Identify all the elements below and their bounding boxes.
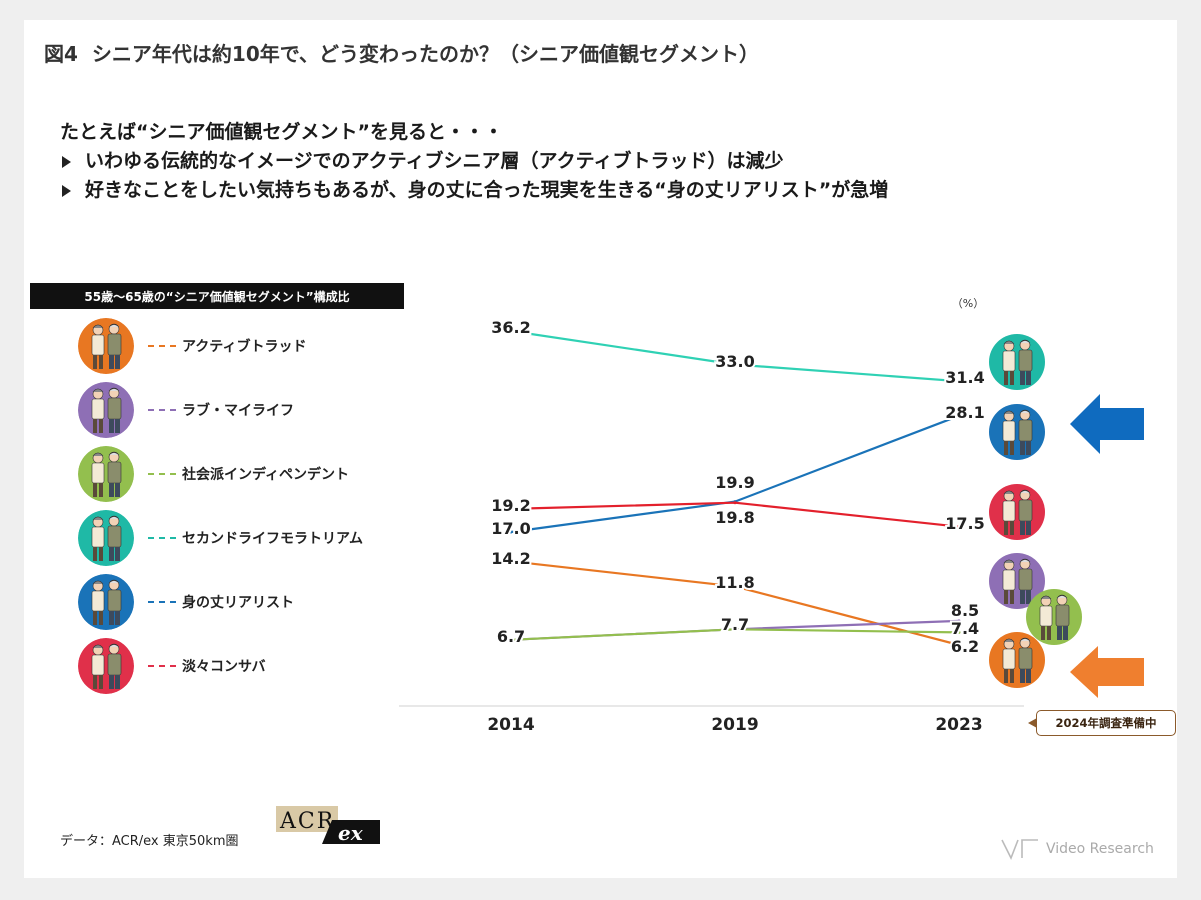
data-point: [509, 530, 513, 534]
data-point: [509, 559, 513, 563]
data-point: [733, 501, 737, 505]
senior-couple-icon: [78, 318, 134, 374]
senior-couple-icon: [78, 446, 134, 502]
data-label: 14.2: [491, 549, 530, 568]
legend-swatch: [148, 473, 176, 475]
lead-bullet-text: 好きなことをしたい気持ちもあるが、身の丈に合った現実を生きる“身の丈リアリスト”…: [85, 179, 889, 201]
legend-item: セカンドライフモラトリアム: [78, 508, 398, 568]
lead-bullet-1: いわゆる伝統的なイメージでのアクティブシニア層（アクティブトラッド）は減少: [60, 147, 888, 176]
data-label: 33.0: [715, 352, 754, 371]
data-label: 17.0: [491, 519, 530, 538]
bullet-triangle-icon: [62, 155, 71, 168]
senior-couple-icon: [989, 632, 1045, 688]
data-label: 31.4: [945, 368, 984, 387]
legend-swatch: [148, 409, 176, 411]
brand-name: Video Research: [1046, 841, 1154, 857]
data-label: 28.1: [945, 403, 984, 422]
x-tick-label: 2023: [935, 715, 982, 735]
legend-label: セカンドライフモラトリアム: [182, 531, 364, 547]
data-label: 8.5: [951, 601, 979, 620]
data-label: 6.2: [951, 637, 979, 656]
data-point: [509, 507, 513, 511]
data-point: [957, 619, 961, 623]
lead-bullet-text: いわゆる伝統的なイメージでのアクティブシニア層（アクティブトラッド）は減少: [85, 150, 784, 172]
data-point: [509, 638, 513, 642]
survey-callout: 2024年調査準備中: [1028, 710, 1176, 736]
data-label: 19.2: [491, 496, 530, 515]
data-label: 6.7: [497, 627, 525, 646]
title-text: シニア年代は約10年で、どう変わったのか？（シニア価値観セグメント）: [91, 42, 759, 66]
senior-couple-icon: [1026, 589, 1082, 645]
legend-item: ラブ・マイライフ: [78, 380, 398, 440]
data-point: [957, 414, 961, 418]
data-point: [733, 627, 737, 631]
legend-label: アクティブトラッド: [182, 339, 307, 355]
lead-text: たとえば“シニア価値観セグメント”を見ると・・・ いわゆる伝統的なイメージでのア…: [60, 118, 888, 205]
senior-couple-icon: [989, 404, 1045, 460]
legend-label: 淡々コンサバ: [182, 659, 266, 675]
figure-number: 図4: [44, 42, 78, 66]
line-chart: 2014 2019 2023 （%） 36.2 19.2 17.0 14.2 6.7 33.0 19…: [399, 297, 1082, 735]
legend-label: ラブ・マイライフ: [182, 403, 294, 419]
data-point: [509, 329, 513, 333]
svg-text:ACR: ACR: [279, 809, 335, 834]
lead-intro: たとえば“シニア価値観セグメント”を見ると・・・: [60, 121, 503, 143]
legend-header: 55歳〜65歳の“シニア価値観セグメント”構成比: [30, 283, 404, 309]
legend-swatch: [148, 345, 176, 347]
x-tick-label: 2014: [487, 715, 534, 735]
legend-item: 淡々コンサバ: [78, 636, 398, 696]
senior-couple-icon: [989, 334, 1045, 390]
legend-label: 社会派インディペンデント: [182, 467, 350, 483]
highlight-arrow-blue: [1070, 394, 1144, 454]
slide: 図4 シニア年代は約10年で、どう変わったのか？（シニア価値観セグメント） たとえ…: [24, 20, 1177, 878]
vr-mark-icon: [1001, 839, 1038, 860]
x-tick-label: 2019: [711, 715, 758, 735]
data-label: 17.5: [945, 514, 984, 533]
data-point: [957, 630, 961, 634]
video-research-logo: Video Research: [1000, 838, 1154, 860]
data-point: [733, 363, 737, 366]
highlight-arrow-orange: [1070, 646, 1144, 698]
data-label: 19.9: [715, 473, 754, 492]
svg-text:ex: ex: [338, 821, 364, 844]
data-label: 11.8: [715, 573, 754, 592]
page-title: 図4 シニア年代は約10年で、どう変わったのか？（シニア価値観セグメント）: [44, 38, 759, 67]
acr-ex-logo: ACR ex: [276, 806, 380, 844]
data-point: [733, 584, 737, 588]
data-point: [957, 379, 961, 383]
senior-couple-icon: [989, 484, 1045, 540]
senior-couple-icon: [78, 574, 134, 630]
legend-swatch: [148, 665, 176, 667]
data-source: データ：ACR/ex 東京50km圏: [60, 834, 239, 849]
senior-couple-icon: [989, 553, 1045, 609]
legend-swatch: [148, 537, 176, 539]
lead-bullet-2: 好きなことをしたい気持ちもあるが、身の丈に合った現実を生きる“身の丈リアリスト”…: [60, 176, 888, 205]
legend-item: 社会派インディペンデント: [78, 444, 398, 504]
unit-label: （%）: [952, 297, 984, 310]
bullet-triangle-icon: [62, 184, 71, 197]
data-point: [957, 643, 961, 647]
data-label: 36.2: [491, 318, 530, 337]
data-label: 19.8: [715, 508, 754, 527]
legend-item: アクティブトラッド: [78, 316, 398, 376]
data-point: [957, 525, 961, 529]
senior-couple-icon: [78, 638, 134, 694]
legend-item: 身の丈リアリスト: [78, 572, 398, 632]
senior-couple-icon: [78, 510, 134, 566]
senior-couple-icon: [78, 382, 134, 438]
data-label: 7.7: [721, 615, 749, 634]
legend-label: 身の丈リアリスト: [182, 595, 294, 611]
data-label: 7.4: [951, 619, 979, 638]
legend-swatch: [148, 601, 176, 603]
